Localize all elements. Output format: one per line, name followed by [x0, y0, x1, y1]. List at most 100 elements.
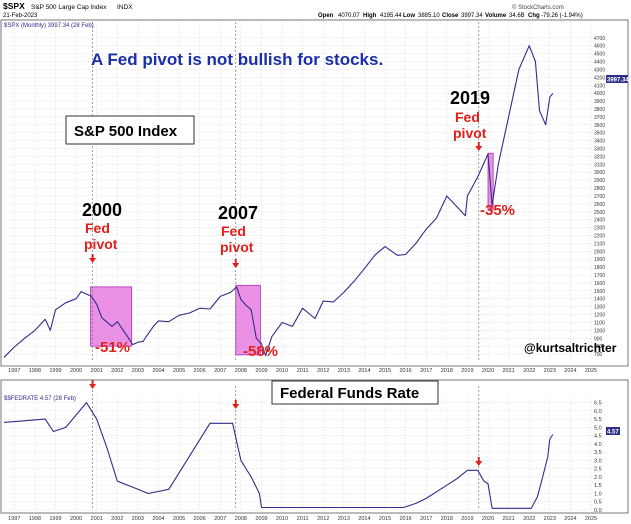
- price-grid: [4, 22, 592, 362]
- price-x-tick-label: 2025: [585, 368, 597, 374]
- rate-x-tick-label: 2000: [70, 516, 82, 522]
- price-x-tick-label: 2021: [502, 368, 514, 374]
- price-x-tick-label: 2009: [255, 368, 267, 374]
- price-y-tick-label: 4300: [594, 67, 605, 73]
- price-x-tick-label: 1998: [29, 368, 41, 374]
- price-y-tick-label: 2900: [594, 178, 605, 184]
- price-y-tick-label: 800: [594, 344, 603, 350]
- price-x-tick-label: 2022: [523, 368, 535, 374]
- price-x-tick-label: 1997: [8, 368, 20, 374]
- event-2019-fed: Fed: [455, 109, 480, 125]
- price-badge-bg: [606, 75, 628, 83]
- price-y-tick-label: 1600: [594, 281, 605, 287]
- event-2007-pivot: pivot: [220, 239, 254, 255]
- rate-x-tick-label: 2025: [585, 516, 597, 522]
- price-y-tick-label: 1900: [594, 257, 605, 263]
- fed-funds-line: [3, 402, 554, 509]
- price-x-tick-label: 2019: [461, 368, 473, 374]
- price-x-tick-label: 2017: [420, 368, 432, 374]
- rate-x-tick-label: 2004: [152, 516, 164, 522]
- price-x-tick-label: 2010: [276, 368, 288, 374]
- price-y-tick-label: 3300: [594, 147, 605, 153]
- rate-x-tick-label: 2017: [420, 516, 432, 522]
- event-2000-year: 2000: [82, 200, 122, 220]
- rate-y-ticks: 6.5 6.0 5.5 5.0 4.5 4.0 3.5 3.0 2.5 2.0 1.5 1.0 0.5 0…: [594, 401, 602, 514]
- rate-y-tick-label: 3.0: [594, 458, 602, 464]
- rate-y-tick-label: 4.5: [594, 434, 602, 440]
- event-2007-year: 2007: [218, 203, 258, 223]
- price-y-tick-label: 3100: [594, 162, 605, 168]
- rate-x-tick-label: 2001: [91, 516, 103, 522]
- rate-x-tick-label: 2020: [482, 516, 494, 522]
- chg-value: -79.26 (-1.94%): [541, 13, 583, 19]
- price-x-tick-label: 2023: [544, 368, 556, 374]
- rate-y-tick-label: 1.5: [594, 483, 602, 489]
- rate-x-tick-label: 2002: [111, 516, 123, 522]
- price-x-tick-label: 2005: [173, 368, 185, 374]
- rate-x-tick-label: 2018: [441, 516, 453, 522]
- ticker: $SPX: [3, 1, 25, 11]
- price-y-tick-label: 2000: [594, 249, 605, 255]
- rate-panel-frame: [0, 379, 629, 514]
- index-label: S&P 500 Index: [74, 123, 178, 140]
- rate-x-tick-label: 2003: [132, 516, 144, 522]
- exchange: INDX: [117, 4, 133, 11]
- pivot-arrow-rate-0: [89, 380, 97, 389]
- price-x-tick-label: 2020: [482, 368, 494, 374]
- index-label-box: [65, 115, 195, 145]
- brand: © StockCharts.com: [512, 4, 564, 11]
- price-y-tick-label: 3800: [594, 107, 605, 113]
- price-series-tag: $SPX (Monthly) 3997.34 (28 Feb): [4, 23, 94, 29]
- rate-x-ticks: 1997 1998 1999 2000 2001 2002 2003 2004 2005 2006…: [8, 516, 597, 522]
- rate-y-tick-label: 1.0: [594, 491, 602, 497]
- rate-x-tick-label: 2008: [235, 516, 247, 522]
- price-y-tick-label: 4500: [594, 52, 605, 58]
- price-x-tick-label: 2003: [132, 368, 144, 374]
- price-y-tick-label: 1500: [594, 289, 605, 295]
- price-y-tick-label: 3700: [594, 115, 605, 121]
- price-y-tick-label: 4200: [594, 75, 605, 81]
- price-y-tick-label: 900: [594, 336, 603, 342]
- price-badge: 3997.34: [607, 78, 629, 84]
- rate-x-tick-label: 2021: [502, 516, 514, 522]
- price-x-tick-label: 2014: [358, 368, 370, 374]
- rate-x-tick-label: 2019: [461, 516, 473, 522]
- rate-x-tick-label: 2022: [523, 516, 535, 522]
- rate-badge: 4.57: [607, 430, 619, 436]
- rate-x-tick-label: 2014: [358, 516, 370, 522]
- price-y-tick-label: 2700: [594, 194, 605, 200]
- rate-x-tick-label: 2007: [214, 516, 226, 522]
- price-y-tick-label: 1700: [594, 273, 605, 279]
- rate-x-tick-label: 2013: [338, 516, 350, 522]
- price-x-tick-label: 2007: [214, 368, 226, 374]
- price-x-tick-label: 2013: [338, 368, 350, 374]
- volume-value: 34.6B: [509, 13, 525, 19]
- rate-grid: [4, 396, 592, 511]
- rate-badge-bg: [606, 427, 620, 435]
- price-y-tick-label: 3600: [594, 123, 605, 129]
- rate-x-tick-label: 2023: [544, 516, 556, 522]
- rate-y-tick-label: 0.0: [594, 508, 602, 514]
- price-x-tick-label: 2015: [379, 368, 391, 374]
- price-y-tick-label: 1800: [594, 265, 605, 271]
- price-x-tick-label: 2006: [194, 368, 206, 374]
- price-y-tick-label: 2800: [594, 186, 605, 192]
- price-x-tick-label: 2018: [441, 368, 453, 374]
- price-y-tick-label: 3200: [594, 154, 605, 160]
- price-x-ticks: 1997 1998 1999 2000 2001 2002 2003 2004 2005 2006…: [8, 368, 597, 374]
- price-x-tick-label: 2001: [91, 368, 103, 374]
- price-y-tick-label: 1100: [594, 320, 605, 326]
- rate-x-tick-label: 2012: [317, 516, 329, 522]
- price-y-tick-label: 2200: [594, 233, 605, 239]
- event-2007-fed: Fed: [221, 223, 246, 239]
- open-label: Open: [318, 13, 334, 19]
- drawdown-box-0: [90, 286, 133, 347]
- event-2000-drop: -51%: [95, 339, 130, 356]
- pivot-lines: [92, 22, 480, 510]
- price-y-tick-label: 2400: [594, 218, 605, 224]
- price-y-tick-label: 1400: [594, 297, 605, 303]
- header-date: 21-Feb-2023: [3, 13, 38, 19]
- open-value: 4070.07: [338, 13, 360, 19]
- rate-y-tick-label: 5.5: [594, 417, 602, 423]
